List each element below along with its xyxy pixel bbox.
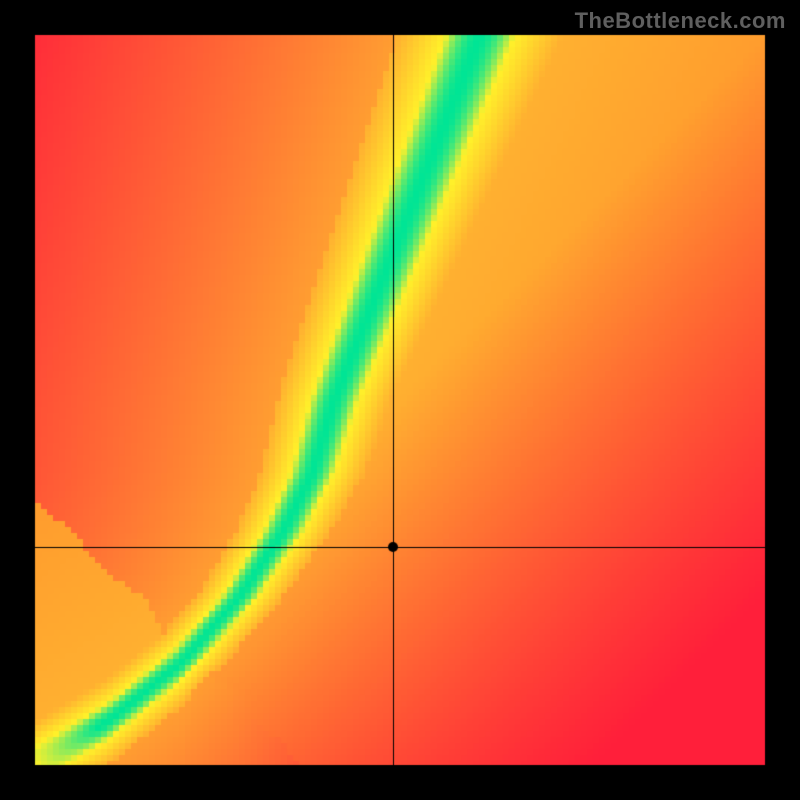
bottleneck-heatmap — [0, 0, 800, 800]
watermark-text: TheBottleneck.com — [575, 8, 786, 34]
